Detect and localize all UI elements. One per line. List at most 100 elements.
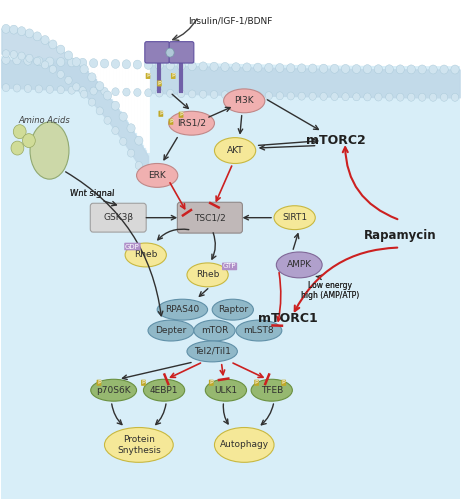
Circle shape [276, 64, 284, 72]
Circle shape [243, 63, 251, 72]
Circle shape [24, 56, 32, 65]
Circle shape [57, 58, 65, 66]
Circle shape [127, 149, 135, 157]
Circle shape [95, 82, 104, 90]
Text: AKT: AKT [227, 146, 243, 155]
Circle shape [331, 64, 339, 73]
Text: Rapamycin: Rapamycin [364, 228, 437, 241]
Text: ERK: ERK [148, 171, 166, 180]
Circle shape [49, 40, 57, 49]
Circle shape [297, 64, 306, 73]
Circle shape [46, 86, 53, 94]
Ellipse shape [105, 428, 173, 462]
Circle shape [232, 91, 240, 99]
Circle shape [89, 58, 98, 68]
Circle shape [287, 64, 295, 72]
Text: P: P [146, 74, 150, 78]
Circle shape [111, 101, 119, 110]
Text: P: P [97, 380, 101, 386]
Circle shape [80, 65, 88, 74]
Circle shape [73, 83, 80, 91]
Circle shape [287, 92, 295, 100]
Circle shape [34, 57, 41, 65]
Text: Depter: Depter [155, 326, 187, 335]
Circle shape [90, 87, 97, 95]
Circle shape [156, 89, 163, 97]
Circle shape [385, 65, 393, 74]
Text: mLST8: mLST8 [243, 326, 274, 335]
Text: SIRT1: SIRT1 [282, 213, 307, 222]
Text: P: P [209, 380, 213, 386]
Circle shape [308, 64, 317, 73]
FancyArrowPatch shape [295, 248, 397, 311]
FancyArrowPatch shape [220, 364, 225, 374]
Circle shape [177, 90, 185, 98]
Circle shape [309, 92, 316, 100]
Circle shape [254, 63, 262, 72]
Text: GDP: GDP [125, 244, 140, 250]
Circle shape [221, 91, 229, 98]
Circle shape [396, 65, 404, 74]
Circle shape [33, 32, 41, 41]
Circle shape [135, 162, 142, 170]
Ellipse shape [224, 89, 265, 113]
Circle shape [429, 65, 437, 74]
Circle shape [25, 29, 34, 38]
Ellipse shape [187, 341, 237, 362]
Text: P: P [255, 380, 259, 386]
Circle shape [88, 73, 96, 82]
Circle shape [451, 65, 459, 74]
Text: mTORC1: mTORC1 [258, 312, 318, 325]
Ellipse shape [136, 164, 178, 188]
Circle shape [265, 92, 272, 100]
Circle shape [24, 84, 31, 92]
Text: Protein
Snythesis: Protein Snythesis [117, 435, 161, 454]
Ellipse shape [157, 299, 207, 320]
Text: Low energy
high (AMP/ATP): Low energy high (AMP/ATP) [301, 281, 360, 300]
Text: mTOR: mTOR [201, 326, 228, 335]
Circle shape [254, 92, 261, 100]
Ellipse shape [91, 380, 136, 401]
FancyArrowPatch shape [261, 404, 273, 425]
Circle shape [119, 112, 127, 121]
Circle shape [101, 88, 108, 96]
Circle shape [89, 98, 95, 106]
Circle shape [418, 65, 426, 74]
Circle shape [13, 84, 21, 92]
Circle shape [23, 134, 35, 147]
Circle shape [265, 64, 273, 72]
Circle shape [408, 94, 415, 101]
Text: AMPK: AMPK [287, 260, 312, 270]
Text: PI3K: PI3K [235, 96, 254, 106]
Circle shape [11, 141, 24, 155]
Circle shape [199, 62, 207, 71]
Text: Autophagy: Autophagy [220, 440, 269, 450]
FancyBboxPatch shape [90, 204, 146, 232]
Text: Amino Acids: Amino Acids [18, 116, 70, 125]
Circle shape [451, 94, 459, 102]
Text: P: P [169, 119, 173, 124]
Circle shape [364, 93, 371, 101]
Circle shape [100, 59, 109, 68]
Circle shape [2, 84, 10, 92]
Circle shape [119, 138, 127, 145]
Circle shape [210, 90, 218, 98]
Text: RPAS40: RPAS40 [165, 305, 200, 314]
Circle shape [353, 93, 360, 101]
Text: TSC1/2: TSC1/2 [194, 213, 226, 222]
Ellipse shape [236, 320, 282, 341]
Circle shape [123, 88, 130, 96]
Text: ULK1: ULK1 [214, 386, 237, 394]
Ellipse shape [187, 263, 228, 287]
FancyArrowPatch shape [171, 363, 201, 378]
Circle shape [352, 64, 361, 74]
Circle shape [41, 36, 49, 44]
FancyArrowPatch shape [65, 172, 163, 316]
Ellipse shape [214, 138, 256, 164]
Circle shape [57, 45, 65, 54]
Circle shape [112, 60, 119, 68]
Circle shape [320, 92, 327, 100]
Circle shape [298, 92, 305, 100]
FancyArrowPatch shape [216, 166, 232, 201]
FancyBboxPatch shape [177, 202, 242, 233]
